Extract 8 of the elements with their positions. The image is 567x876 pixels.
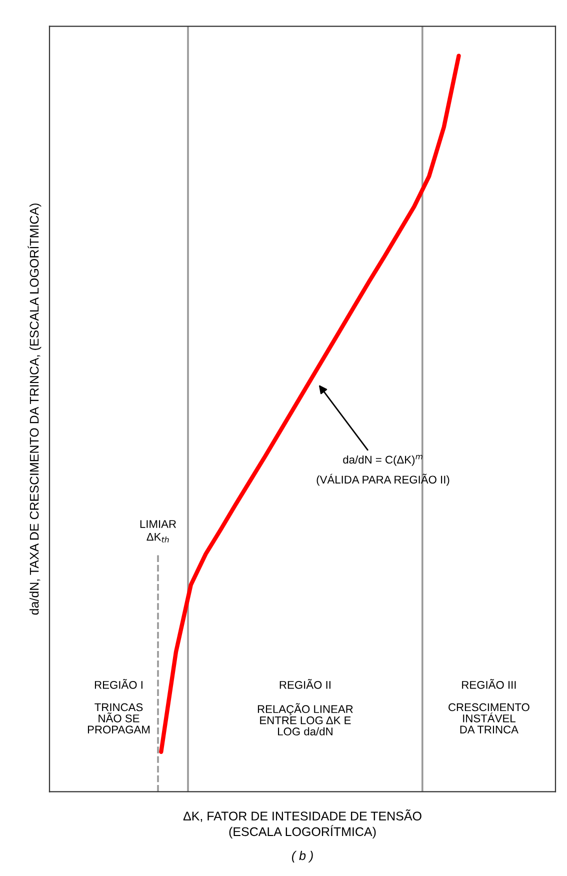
text: REGIÃO III CRESCIMENTO INSTÁVEL DA TRINCA [448, 678, 530, 734]
text: da/dN = C(ΔK)$^{m}$ (VÁLIDA PARA REGIÃO II) [316, 454, 450, 486]
text: REGIÃO II RELAÇÃO LINEAR ENTRE LOG ΔK E LOG da/dN [258, 678, 353, 736]
annotation: LIMIAR ΔK$_{th}$ [140, 520, 176, 542]
x-axis-title: ΔK, FATOR DE INTESIDADE DE TENSÃO (ESCALA LOGORÍTMICA) [183, 809, 422, 839]
text: ( b ) [292, 850, 313, 863]
y-axis-title: da/dN, TAXA DE CRESCIMENTO DA TRINCA, (ESCALA LOGORÍTMICA) [28, 204, 42, 615]
text: REGIÃO I TRINCAS NÃO SE PROPAGAM [88, 678, 150, 734]
